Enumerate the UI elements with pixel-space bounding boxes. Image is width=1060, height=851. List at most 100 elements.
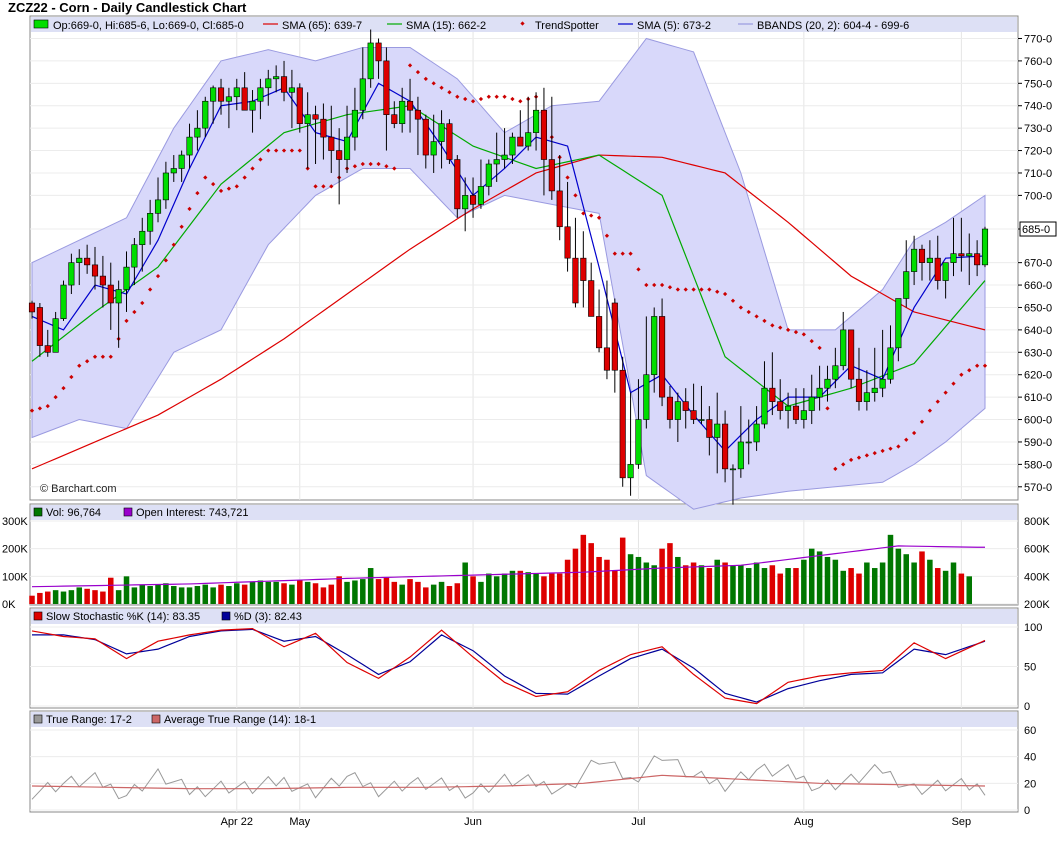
candle-body bbox=[517, 136, 524, 147]
volume-bar bbox=[667, 543, 673, 604]
volume-bar bbox=[848, 568, 854, 604]
candle-body bbox=[438, 123, 445, 142]
volume-left-tick-label: 300K bbox=[2, 516, 28, 528]
volume-bar bbox=[446, 586, 453, 604]
legend-sma15-label: SMA (15): 662-2 bbox=[406, 20, 486, 32]
candle-body bbox=[280, 76, 288, 93]
candle-body bbox=[288, 87, 295, 93]
candle-body bbox=[611, 302, 618, 371]
legend-ohlc-icon bbox=[33, 19, 49, 29]
candle-body bbox=[651, 316, 658, 376]
volume-bar bbox=[163, 583, 169, 604]
candle-body bbox=[430, 141, 437, 156]
candle-body bbox=[840, 329, 847, 367]
volume-bar bbox=[171, 586, 177, 604]
trendspotter-dot bbox=[754, 314, 759, 319]
volume-bar bbox=[281, 583, 287, 604]
volume-bar bbox=[745, 568, 752, 604]
price-tick-label: 770-0 bbox=[1024, 33, 1052, 45]
volume-bar bbox=[108, 577, 114, 604]
price-tick-label: 660-0 bbox=[1024, 280, 1052, 292]
trendspotter-dot bbox=[628, 251, 633, 256]
sma65-line bbox=[31, 154, 986, 470]
volume-bar bbox=[100, 591, 106, 604]
legend-sma65-label: SMA (65): 639-7 bbox=[282, 20, 362, 32]
trendspotter-dot bbox=[919, 419, 925, 424]
candle-body bbox=[383, 60, 390, 115]
volume-bar bbox=[824, 556, 831, 604]
candle-body bbox=[855, 378, 863, 402]
trendspotter-dot bbox=[360, 161, 365, 167]
candle-body bbox=[44, 345, 51, 353]
volume-bar bbox=[257, 580, 264, 604]
volume-bar bbox=[934, 568, 941, 604]
trendspotter-dot bbox=[234, 184, 239, 189]
trendspotter-dot bbox=[218, 188, 224, 194]
volume-bar bbox=[509, 570, 516, 604]
trendspotter-dot bbox=[715, 289, 720, 294]
trendspotter-dot bbox=[384, 164, 389, 169]
candle-body bbox=[682, 401, 689, 411]
candle-body bbox=[911, 248, 918, 272]
trendspotter-dot bbox=[927, 408, 932, 413]
volume-bar bbox=[123, 576, 130, 604]
trendspotter-dot bbox=[675, 287, 680, 292]
trendspotter-dot bbox=[856, 455, 862, 460]
candle-body bbox=[863, 392, 870, 402]
price-tick-label: 700-0 bbox=[1024, 190, 1052, 202]
stoch-tick-label: 100 bbox=[1024, 622, 1042, 634]
candle-body bbox=[950, 253, 957, 263]
candle-body bbox=[493, 159, 500, 165]
candle-body bbox=[903, 271, 910, 299]
bollinger-band bbox=[31, 37, 986, 510]
price-tick-label: 640-0 bbox=[1024, 325, 1052, 337]
candle-body bbox=[974, 253, 981, 266]
volume-bar bbox=[856, 573, 862, 604]
volume-bar bbox=[344, 581, 350, 604]
trendspotter-dot bbox=[163, 258, 169, 263]
volume-bar bbox=[738, 565, 744, 604]
trendspotter-dot bbox=[659, 282, 665, 288]
price-tick-label: 750-0 bbox=[1024, 78, 1052, 90]
x-tick-label: Sep bbox=[952, 816, 972, 828]
legend-volume-icon bbox=[33, 507, 43, 517]
candle-body bbox=[249, 100, 256, 111]
candle-body bbox=[470, 195, 477, 205]
candle-body bbox=[737, 441, 744, 470]
volume-left-tick-label: 0K bbox=[2, 599, 16, 611]
candle-body bbox=[312, 114, 319, 120]
stochastic-panel-legend-bar bbox=[31, 609, 1017, 624]
volume-bar bbox=[44, 591, 51, 604]
volume-bar bbox=[352, 580, 358, 604]
candle-body bbox=[60, 284, 67, 319]
volume-bar bbox=[297, 580, 303, 604]
trendspotter-dot bbox=[793, 330, 799, 335]
stoch-tick-label: 50 bbox=[1024, 662, 1036, 674]
candle-body bbox=[84, 257, 91, 266]
candle-body bbox=[580, 257, 587, 281]
volume-bar bbox=[241, 584, 248, 604]
candle-body bbox=[446, 123, 453, 160]
trendspotter-dot bbox=[242, 175, 247, 180]
volume-bar bbox=[115, 590, 122, 604]
volume-bar bbox=[186, 587, 193, 604]
candle-body bbox=[659, 316, 666, 398]
volume-bar bbox=[596, 556, 602, 604]
volume-bar bbox=[635, 556, 642, 604]
legend-stoch-d-icon bbox=[221, 611, 231, 621]
candle-body bbox=[706, 419, 713, 438]
trendspotter-dot bbox=[652, 282, 657, 288]
stoch-tick-label: 0 bbox=[1024, 701, 1030, 713]
trendspotter-dot bbox=[722, 291, 728, 297]
trendspotter-dot bbox=[691, 287, 696, 292]
legend-oi-icon bbox=[123, 507, 133, 517]
tr-tick-label: 20 bbox=[1024, 778, 1036, 790]
trendspotter-dot bbox=[321, 184, 326, 189]
candle-body bbox=[202, 100, 209, 129]
candle-body bbox=[777, 401, 784, 411]
volume-bar bbox=[793, 568, 799, 604]
volume-right-tick-label: 800K bbox=[1024, 516, 1050, 528]
volume-bar bbox=[210, 587, 216, 604]
candle-body bbox=[336, 150, 343, 160]
trendspotter-dot bbox=[203, 175, 208, 180]
